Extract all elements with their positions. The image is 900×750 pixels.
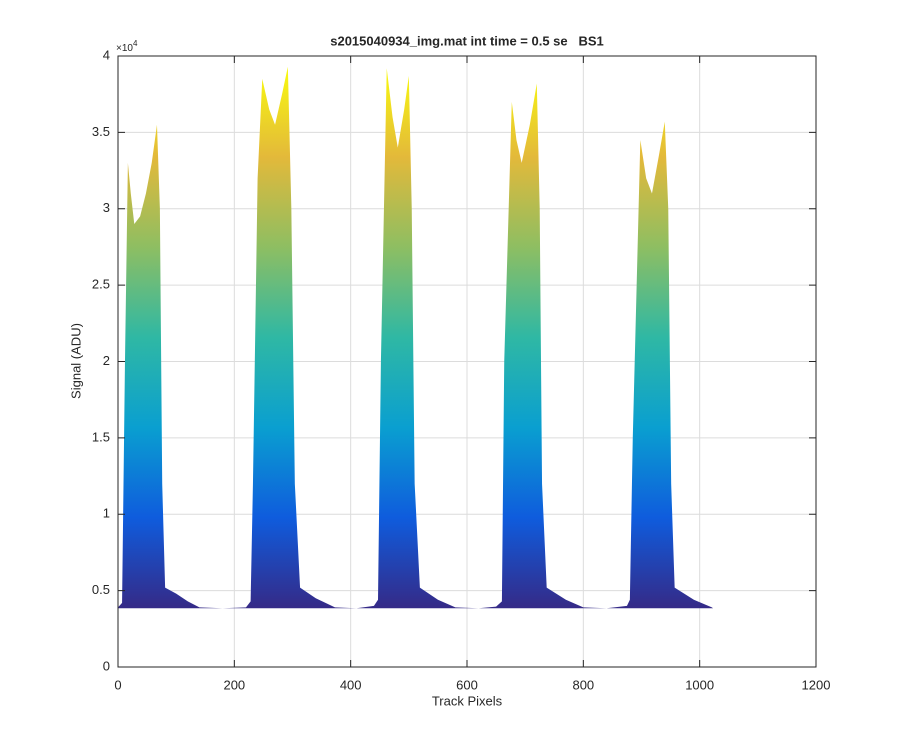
- x-tick-label: 0: [114, 677, 121, 692]
- y-tick-label: 3.5: [92, 124, 110, 139]
- y-axis-label: Signal (ADU): [68, 323, 83, 399]
- y-exponent-power: 4: [133, 39, 138, 48]
- chart-title: s2015040934_img.mat int time = 0.5 se BS…: [330, 33, 604, 48]
- y-tick-label: 0.5: [92, 582, 110, 597]
- x-tick-label: 1200: [802, 677, 831, 692]
- y-tick-label: 0: [103, 658, 110, 673]
- y-tick-label: 3: [103, 200, 110, 215]
- y-exponent: ×104: [116, 39, 138, 54]
- x-tick-label: 400: [340, 677, 362, 692]
- y-tick-label: 1.5: [92, 429, 110, 444]
- x-tick-label: 1000: [685, 677, 714, 692]
- y-tick-label: 2.5: [92, 277, 110, 292]
- y-exponent-base: ×10: [116, 43, 133, 54]
- y-tick-label: 4: [103, 47, 110, 62]
- y-tick-label: 2: [103, 353, 110, 368]
- signal-area: [118, 66, 714, 609]
- x-axis-label: Track Pixels: [432, 693, 503, 708]
- y-tick-label: 1: [103, 506, 110, 521]
- x-tick-label: 800: [572, 677, 594, 692]
- x-tick-label: 200: [223, 677, 245, 692]
- x-tick-label: 600: [456, 677, 478, 692]
